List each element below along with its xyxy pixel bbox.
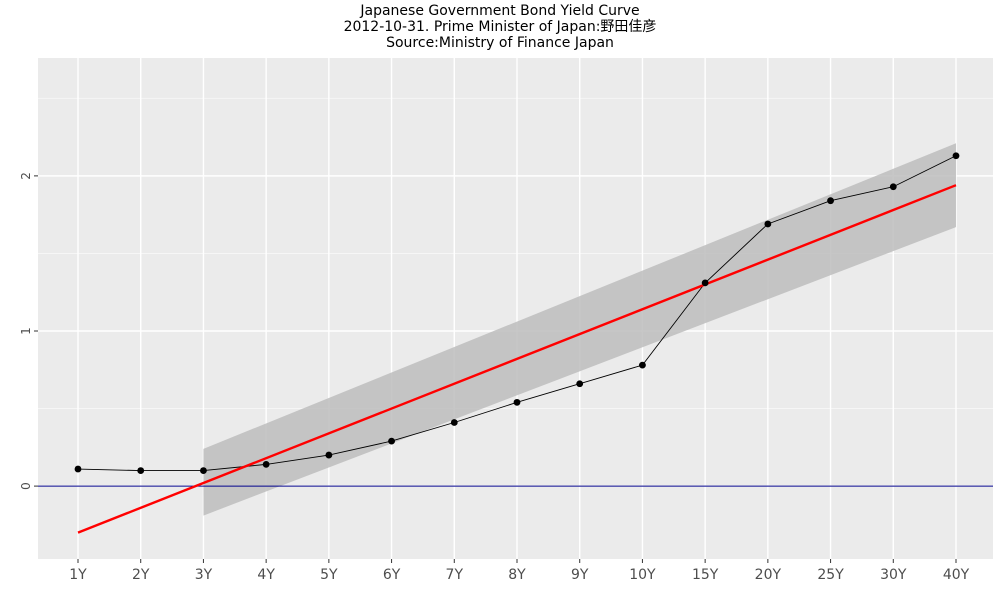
yield-point [137, 467, 145, 474]
yield-point [388, 437, 395, 445]
y-tick-label: 2 [19, 172, 33, 180]
x-tick-label: 15Y [692, 567, 719, 583]
yield-point [576, 380, 584, 388]
plot-panel [38, 58, 993, 559]
yield-point [701, 279, 709, 287]
x-tick-label: 5Y [320, 567, 338, 583]
yield-point [513, 398, 521, 406]
x-tick-label: 2Y [132, 567, 150, 583]
yield-point [200, 467, 207, 474]
x-tick-label: 7Y [446, 567, 464, 583]
x-tick-label: 9Y [571, 567, 589, 583]
yield-point [639, 361, 646, 369]
y-tick-label: 1 [19, 327, 33, 335]
x-tick-label: 10Y [629, 567, 656, 583]
yield-point [827, 197, 834, 205]
yield-point [325, 451, 333, 459]
chart-title: Japanese Government Bond Yield Curve [360, 3, 640, 19]
x-tick-label: 30Y [880, 567, 907, 583]
yield-point [764, 220, 772, 228]
yield-point [889, 183, 897, 191]
x-tick-label: 8Y [508, 567, 526, 583]
x-tick-label: 40Y [943, 567, 970, 583]
chart-titles: Japanese Government Bond Yield Curve 201… [0, 3, 1000, 51]
x-tick-label: 1Y [69, 567, 87, 583]
x-tick-label: 20Y [755, 567, 782, 583]
x-tick-label: 4Y [257, 567, 275, 583]
x-tick-label: 3Y [195, 567, 213, 583]
yield-point [952, 152, 960, 160]
linear-fit-line [77, 184, 957, 534]
chart-subtitle-date: 2012-10-31. Prime Minister of Japan:野田佳彦 [343, 19, 657, 35]
yield-point [74, 465, 82, 473]
x-tick-label: 6Y [383, 567, 401, 583]
yield-point [262, 460, 270, 468]
chart-subtitle-source: Source:Ministry of Finance Japan [386, 35, 614, 51]
y-tick-label: 0 [19, 482, 33, 490]
confidence-band [203, 143, 956, 516]
x-tick-label: 25Y [817, 567, 844, 583]
yield-point [450, 419, 458, 426]
